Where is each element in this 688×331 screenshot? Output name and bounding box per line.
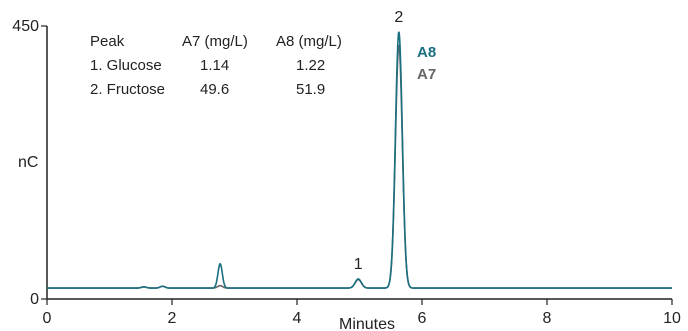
x-axis-label: Minutes bbox=[339, 316, 395, 331]
peak-label: 2 bbox=[394, 9, 403, 26]
y-axis-label: nC bbox=[18, 154, 38, 171]
peak-table-header: A8 (mg/L) bbox=[276, 33, 342, 50]
peak-table-header: Peak bbox=[90, 33, 125, 50]
series-line-a8 bbox=[46, 31, 673, 289]
series-lines bbox=[46, 31, 673, 289]
y-tick-label: 0 bbox=[30, 291, 39, 308]
x-tick-label: 0 bbox=[43, 310, 52, 327]
peak-table-header: A7 (mg/L) bbox=[182, 33, 248, 50]
peak-table-cell: 2. Fructose bbox=[90, 81, 165, 98]
legend-entry-a8: A8 bbox=[417, 44, 436, 61]
x-tick-label: 6 bbox=[418, 310, 427, 327]
peak-table-cell: 1. Glucose bbox=[90, 57, 162, 74]
y-axis-ticks: 0 450 bbox=[12, 18, 47, 308]
x-tick-label: 2 bbox=[168, 310, 177, 327]
peak-table: Peak A7 (mg/L) A8 (mg/L) 1. Glucose 1.14 1.22… bbox=[90, 33, 342, 98]
x-axis-ticks: 0 2 4 6 8 10 bbox=[43, 299, 681, 327]
x-tick-label: 10 bbox=[663, 310, 681, 327]
peak-table-cell: 51.9 bbox=[296, 81, 325, 98]
peak-label: 1 bbox=[354, 256, 363, 273]
peak-table-cell: 1.14 bbox=[200, 57, 229, 74]
peak-table-cell: 1.22 bbox=[296, 57, 325, 74]
x-tick-label: 4 bbox=[293, 310, 302, 327]
peak-table-cell: 49.6 bbox=[200, 81, 229, 98]
x-tick-label: 8 bbox=[543, 310, 552, 327]
y-tick-label: 450 bbox=[12, 18, 39, 35]
peak-labels: 12 bbox=[354, 9, 404, 273]
legend-entry-a7: A7 bbox=[417, 66, 436, 83]
